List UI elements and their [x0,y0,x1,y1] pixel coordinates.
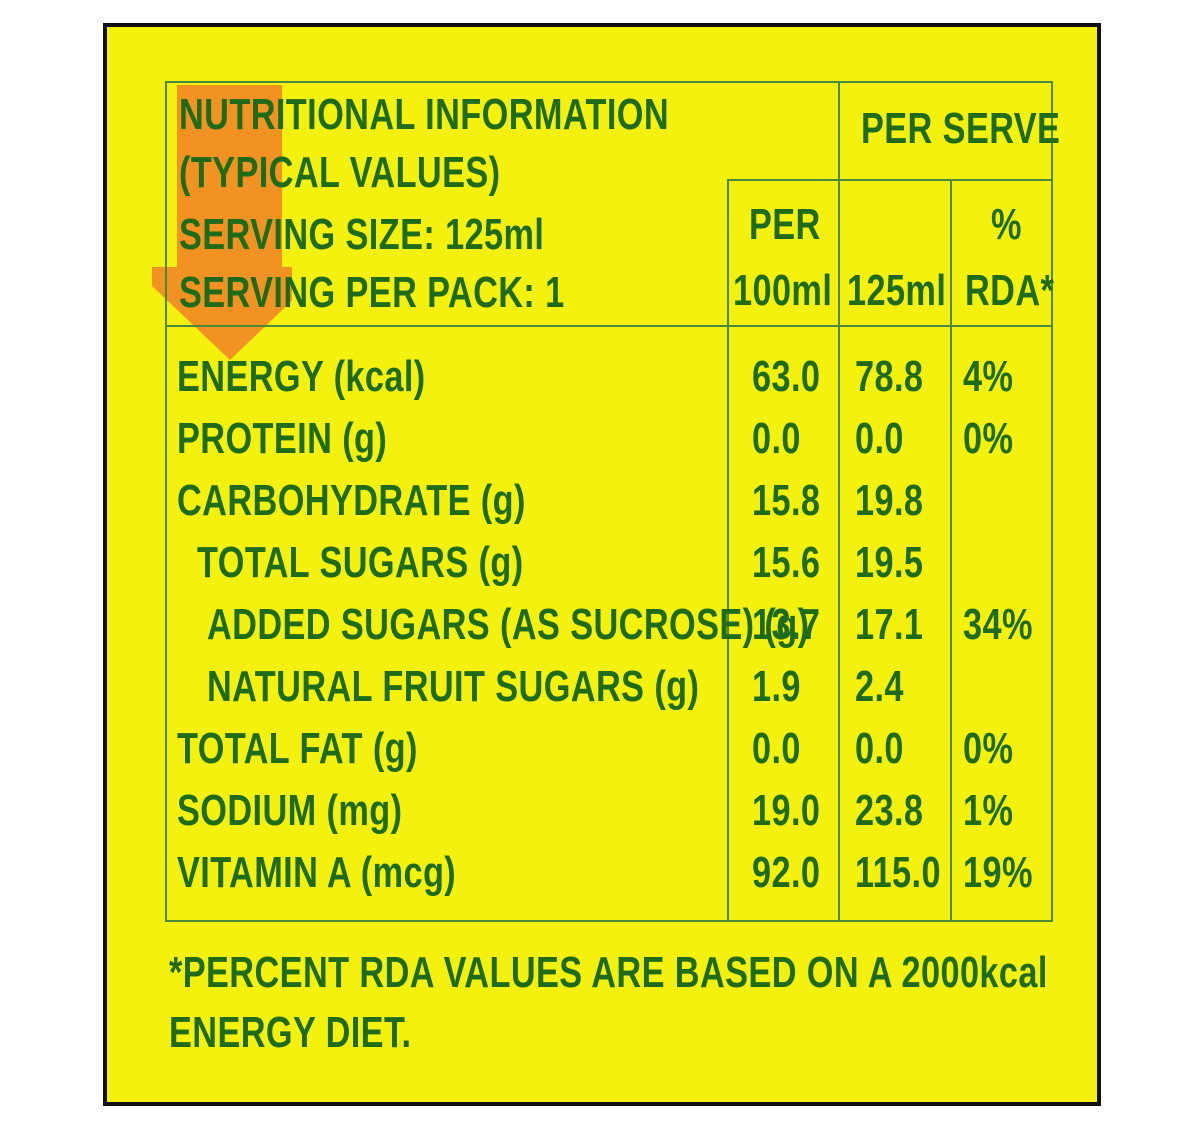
nutrient-per125: 0.0 [855,724,904,773]
nutrient-per100: 15.8 [752,476,821,525]
label-title-line1: NUTRITIONAL INFORMATION [179,90,670,139]
serving-size: SERVING SIZE: 125ml [179,210,545,259]
nutrient-rda: 0% [963,414,1014,463]
nutrient-rda: 34% [963,600,1033,649]
col-per100-heading-line1: PER [749,200,821,249]
serving-per-pack: SERVING PER PACK: 1 [179,268,565,317]
footnote-line2: ENERGY DIET. [169,1008,412,1057]
table-top-rule [165,81,1053,83]
col-per100-heading-line2: 100ml [733,266,833,315]
nutrient-per100: 19.0 [752,786,821,835]
nutrient-name: CARBOHYDRATE (g) [177,476,526,525]
col-per125-heading: 125ml [847,266,947,315]
nutrient-per100: 92.0 [752,848,821,897]
nutrient-per125: 19.5 [855,538,924,587]
col-rda-heading-line1: % [991,200,1022,249]
nutrient-per100: 0.0 [752,414,801,463]
per-serve-heading: PER SERVE [861,104,1061,153]
nutrient-name: TOTAL FAT (g) [177,724,418,773]
nutrient-per125: 2.4 [855,662,904,711]
nutrient-per125: 17.1 [855,600,924,649]
nutrient-per100: 15.6 [752,538,821,587]
down-arrow-icon [152,85,292,360]
table-left-rule [165,81,167,922]
nutrient-per100: 0.0 [752,724,801,773]
nutrient-per125: 0.0 [855,414,904,463]
nutrient-name: PROTEIN (g) [177,414,388,463]
nutrient-per125: 23.8 [855,786,924,835]
col-divider-1 [727,179,729,922]
table-right-rule [1051,81,1053,922]
nutrient-name: VITAMIN A (mcg) [177,848,457,897]
nutrient-name: TOTAL SUGARS (g) [197,538,524,587]
nutrient-rda: 19% [963,848,1033,897]
nutrient-name: ADDED SUGARS (AS SUCROSE) (g) [207,600,810,649]
nutrient-name: ENERGY (kcal) [177,352,426,401]
footnote-line1: *PERCENT RDA VALUES ARE BASED ON A 2000k… [169,948,1048,997]
table-bottom-rule [165,920,1053,922]
col-rda-heading-line2: RDA* [965,266,1055,315]
nutrient-rda: 0% [963,724,1014,773]
nutrient-per125: 19.8 [855,476,924,525]
nutrient-per100: 63.0 [752,352,821,401]
nutrient-rda: 4% [963,352,1014,401]
col-divider-2 [838,81,840,922]
nutrient-per100: 13.7 [752,600,821,649]
nutrition-label-panel: NUTRITIONAL INFORMATION (TYPICAL VALUES)… [103,23,1101,1106]
label-title-line2: (TYPICAL VALUES) [179,148,501,197]
col-divider-3 [950,179,952,922]
header-bottom-rule [165,325,1053,327]
per-serve-rule [727,179,1053,181]
nutrient-name: SODIUM (mg) [177,786,403,835]
nutrient-per100: 1.9 [752,662,801,711]
nutrient-name: NATURAL FRUIT SUGARS (g) [207,662,700,711]
nutrient-rda: 1% [963,786,1014,835]
nutrient-per125: 115.0 [855,848,941,897]
nutrient-per125: 78.8 [855,352,924,401]
